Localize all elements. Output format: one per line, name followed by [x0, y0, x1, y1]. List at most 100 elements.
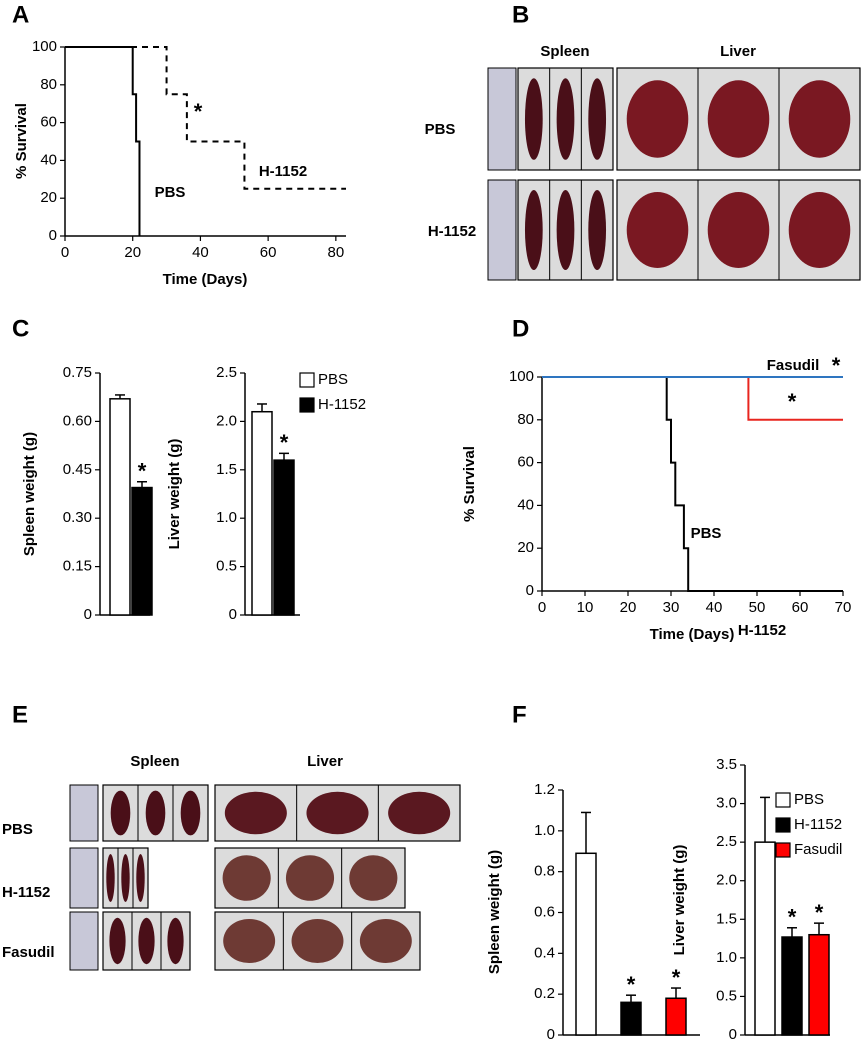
y-tick-label: 0.75 [63, 364, 92, 381]
y-tick-label: 1.5 [716, 910, 737, 927]
x-axis-label: Time (Days) [163, 271, 248, 288]
legend-label: PBS [318, 371, 348, 388]
y-axis-label: % Survival [13, 103, 30, 179]
y-tick-label: 1.0 [716, 949, 737, 966]
spleen [556, 190, 575, 270]
y-tick-label: 0.60 [63, 412, 92, 429]
y-axis-label: Spleen weight (g) [21, 432, 38, 556]
ruler [487, 67, 517, 171]
liver [285, 855, 335, 901]
bar [781, 936, 803, 1036]
y-tick-label: 0.4 [534, 944, 555, 961]
panel-letter: B [512, 1, 529, 28]
spleen [588, 190, 607, 270]
column-label: Spleen [130, 753, 179, 770]
y-tick-label: 100 [32, 38, 57, 55]
x-tick-label: 60 [260, 244, 277, 261]
y-tick-label: 0.45 [63, 461, 92, 478]
spleen [138, 917, 155, 965]
legend-label: Fasudil [794, 841, 842, 858]
bar [754, 841, 776, 1036]
y-tick-label: 40 [40, 151, 57, 168]
series-label: PBS [691, 525, 722, 542]
x-tick-label: 40 [192, 244, 209, 261]
x-tick-label: 10 [577, 599, 594, 616]
y-tick-label: 1.2 [534, 781, 555, 798]
y-tick-label: 2.0 [716, 872, 737, 889]
bar [620, 1001, 642, 1036]
legend-label: PBS [794, 791, 824, 808]
spleen [106, 854, 115, 902]
survival-line [65, 46, 346, 190]
spleen [180, 790, 201, 836]
y-axis-label: % Survival [461, 446, 478, 522]
bar [251, 410, 273, 616]
y-axis-label: Spleen weight (g) [486, 850, 503, 974]
ruler [69, 784, 99, 842]
significance-star: * [194, 99, 203, 124]
y-tick-label: 0 [729, 1026, 737, 1043]
y-tick-label: 0 [49, 227, 57, 244]
y-tick-label: 0 [526, 582, 534, 599]
y-tick-label: 20 [517, 539, 534, 556]
y-tick-label: 60 [517, 454, 534, 471]
row-label: H-1152 [2, 884, 50, 901]
legend-label: H-1152 [794, 816, 842, 833]
legend-swatch [775, 792, 791, 808]
bar [109, 398, 131, 616]
y-tick-label: 0 [84, 606, 92, 623]
spleen [524, 190, 543, 270]
y-axis-label: Liver weight (g) [166, 439, 183, 550]
significance-star: * [627, 972, 636, 997]
liver [388, 791, 451, 835]
column-label: Liver [307, 753, 343, 770]
spleen [110, 790, 131, 836]
series-label: Fasudil [767, 357, 820, 374]
y-axis-label: Liver weight (g) [671, 845, 688, 956]
survival-line [542, 376, 843, 421]
y-tick-label: 0.8 [534, 863, 555, 880]
y-tick-label: 0.30 [63, 509, 92, 526]
y-tick-label: 60 [40, 114, 57, 131]
significance-star: * [672, 965, 681, 990]
panel-letter: E [12, 701, 28, 728]
y-tick-label: 2.5 [716, 833, 737, 850]
y-tick-label: 3.0 [716, 795, 737, 812]
bar [665, 997, 687, 1036]
survival-line [65, 46, 141, 236]
liver [224, 791, 287, 835]
y-tick-label: 40 [517, 496, 534, 513]
liver [223, 918, 276, 964]
liver [707, 80, 770, 158]
legend-swatch [299, 372, 315, 388]
y-tick-label: 0.5 [216, 558, 237, 575]
spleen [556, 78, 575, 160]
x-axis-label: Time (Days) [650, 626, 735, 643]
y-tick-label: 20 [40, 189, 57, 206]
x-tick-label: 0 [538, 599, 546, 616]
spleen [588, 78, 607, 160]
y-tick-label: 0.15 [63, 558, 92, 575]
y-tick-label: 1.5 [216, 461, 237, 478]
column-label: Liver [720, 43, 756, 60]
y-tick-label: 0.5 [716, 987, 737, 1004]
legend-swatch [299, 397, 315, 413]
series-label: H-1152 [259, 163, 307, 180]
liver [707, 192, 770, 268]
liver [788, 192, 851, 268]
spleen [109, 917, 126, 965]
x-tick-label: 30 [663, 599, 680, 616]
y-tick-label: 0.2 [534, 985, 555, 1002]
x-tick-label: 0 [61, 244, 69, 261]
legend-swatch [775, 842, 791, 858]
liver [359, 918, 412, 964]
column-label: Spleen [540, 43, 589, 60]
legend-label: H-1152 [318, 396, 366, 413]
spleen [136, 854, 145, 902]
y-tick-label: 100 [509, 368, 534, 385]
ruler [487, 179, 517, 281]
x-tick-label: 80 [327, 244, 344, 261]
x-tick-label: 40 [706, 599, 723, 616]
